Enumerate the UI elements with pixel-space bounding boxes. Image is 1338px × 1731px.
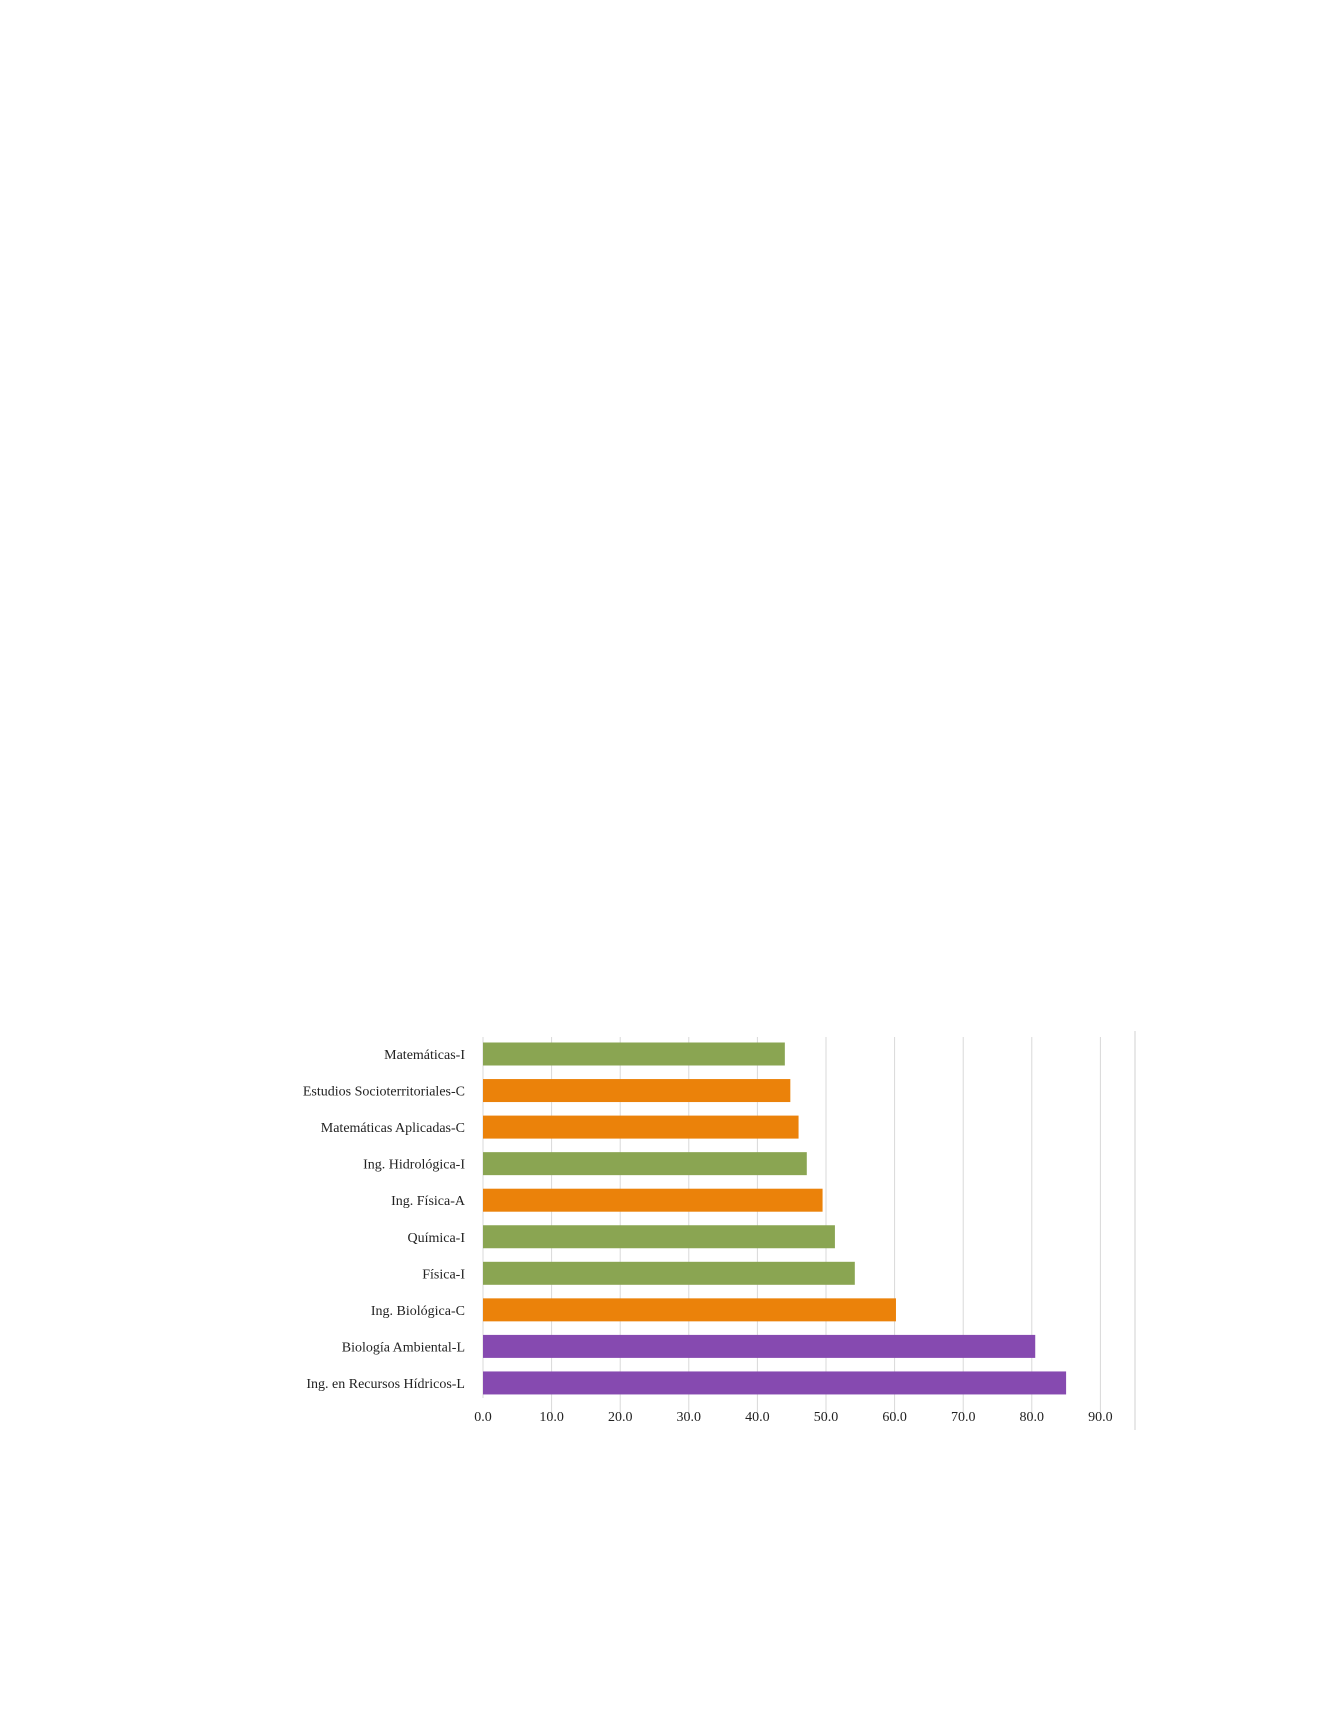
x-tick-label: 90.0	[1088, 1410, 1113, 1425]
x-tick-labels: 0.0 10.0 20.0 30.0 40.0 50.0 60.0 70.0 80.0 90.0	[474, 1410, 1112, 1425]
bar	[483, 1371, 1067, 1395]
x-tick-label: 70.0	[951, 1410, 976, 1425]
bar	[483, 1334, 1036, 1358]
bar	[483, 1042, 785, 1066]
bar	[483, 1152, 807, 1176]
category-labels: Matemáticas-I Estudios Socioterritoriales…	[303, 1048, 466, 1392]
x-tick-label: 80.0	[1020, 1410, 1045, 1425]
bar	[483, 1079, 791, 1103]
category-label: Física-I	[422, 1267, 465, 1282]
category-label: Química-I	[407, 1231, 465, 1246]
x-tick-label: 40.0	[745, 1410, 770, 1425]
category-label: Estudios Socioterritoriales-C	[303, 1085, 465, 1100]
bar	[483, 1115, 799, 1139]
category-label: Ing. Física-A	[391, 1194, 466, 1209]
x-tick-label: 20.0	[608, 1410, 633, 1425]
x-tick-label: 50.0	[814, 1410, 839, 1425]
category-label: Ing. en Recursos Hídricos-L	[306, 1377, 465, 1392]
bar	[483, 1225, 835, 1249]
category-label: Matemáticas Aplicadas-C	[321, 1121, 465, 1136]
x-tick-label: 10.0	[539, 1410, 564, 1425]
x-tick-label: 0.0	[474, 1410, 492, 1425]
category-label: Ing. Biológica-C	[371, 1304, 465, 1319]
category-label: Ing. Hidrológica-I	[363, 1158, 465, 1173]
bar	[483, 1261, 855, 1285]
bar	[483, 1188, 823, 1212]
bars	[483, 1042, 1067, 1395]
category-label: Biología Ambiental-L	[342, 1340, 465, 1355]
x-tick-label: 60.0	[882, 1410, 907, 1425]
category-label: Matemáticas-I	[384, 1048, 465, 1063]
bar	[483, 1298, 896, 1322]
x-tick-label: 30.0	[677, 1410, 702, 1425]
